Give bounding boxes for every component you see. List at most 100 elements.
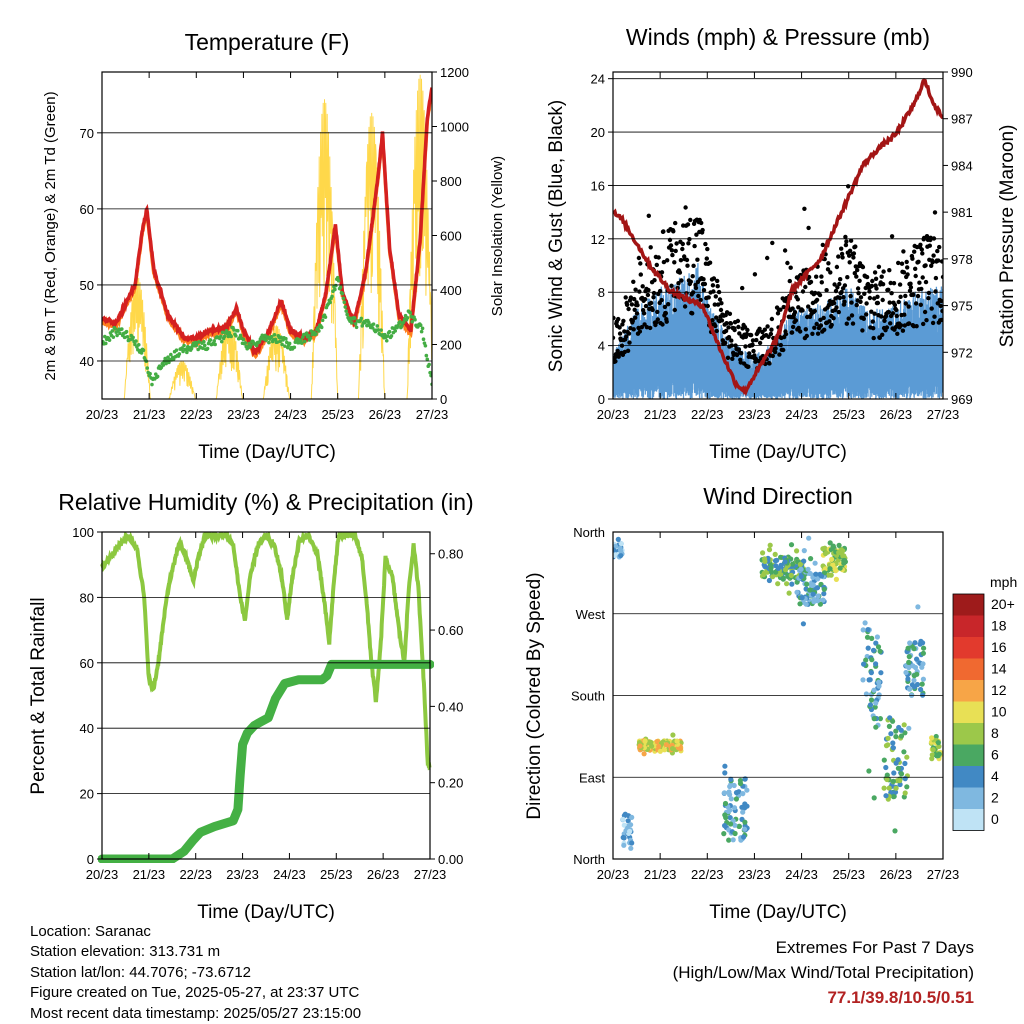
gust-point xyxy=(642,297,648,302)
gust-point xyxy=(748,332,754,338)
gust-point xyxy=(640,284,645,289)
gust-point xyxy=(920,275,925,280)
direction-point xyxy=(921,645,927,651)
gust-point xyxy=(910,256,915,261)
gust-point xyxy=(663,311,668,316)
gust-point xyxy=(688,279,693,284)
y-right-tick-label: 600 xyxy=(440,229,462,244)
gust-point xyxy=(861,316,866,321)
gust-point xyxy=(913,273,918,279)
direction-point xyxy=(778,572,784,578)
y-right-tick-label: 984 xyxy=(951,158,973,173)
direction-point xyxy=(867,677,873,683)
dewpoint-point xyxy=(254,343,259,348)
gust-point xyxy=(888,321,893,326)
gust-point xyxy=(674,241,679,246)
gust-point xyxy=(891,281,897,286)
gust-point xyxy=(820,242,825,248)
direction-point xyxy=(788,572,794,579)
dewpoint-point xyxy=(264,338,268,342)
gust-point xyxy=(643,303,649,309)
y-right-tick-label: 200 xyxy=(440,338,462,353)
gust-point xyxy=(872,296,877,301)
y-right-tick-label: 981 xyxy=(951,205,973,220)
direction-point xyxy=(905,645,911,651)
direction-point xyxy=(893,785,899,791)
direction-point xyxy=(911,684,918,690)
gust-point xyxy=(725,355,731,360)
direction-point xyxy=(901,749,907,755)
direction-point xyxy=(767,542,773,548)
dewpoint-point xyxy=(405,315,410,320)
rh-series xyxy=(100,532,432,771)
gust-point xyxy=(770,240,775,246)
dewpoint-point xyxy=(202,339,206,344)
gust-point xyxy=(683,205,688,210)
direction-point xyxy=(670,732,676,738)
gust-point xyxy=(768,331,774,337)
direction-series xyxy=(613,535,943,851)
direction-point xyxy=(830,562,836,568)
humidity-series xyxy=(98,532,434,863)
y-right-tick-label: 0 xyxy=(440,392,447,407)
direction-point xyxy=(901,722,907,728)
gust-point xyxy=(870,319,875,324)
gust-point xyxy=(875,300,881,306)
y-tick-label: 70 xyxy=(80,126,94,141)
gust-point xyxy=(812,308,817,314)
gust-point xyxy=(740,285,745,291)
y-tick-label: North xyxy=(573,525,605,540)
gust-point xyxy=(852,271,857,276)
dewpoint-point xyxy=(243,341,248,345)
gust-point xyxy=(638,272,643,277)
y-tick-label: West xyxy=(576,607,606,622)
gust-point xyxy=(894,313,899,319)
gust-point xyxy=(886,287,891,292)
direction-point xyxy=(907,640,913,646)
gust-point xyxy=(684,257,690,263)
direction-point xyxy=(873,661,879,667)
direction-point xyxy=(768,569,775,575)
direction-point xyxy=(822,566,829,572)
dewpoint-point xyxy=(182,343,186,348)
solar-series xyxy=(358,112,386,399)
temperature-series xyxy=(102,74,432,399)
y-tick-label: 4 xyxy=(598,339,605,354)
gust-point xyxy=(613,352,618,357)
dewpoint-point xyxy=(384,338,389,343)
direction-point xyxy=(773,569,779,575)
dewpoint-point xyxy=(122,335,127,340)
gust-point xyxy=(726,335,732,340)
temperature-title: Temperature (F) xyxy=(185,29,350,55)
gust-point xyxy=(617,331,623,336)
y-right-tick-label: 0.80 xyxy=(438,547,463,562)
gust-point xyxy=(904,259,909,265)
dewpoint-point xyxy=(279,335,283,340)
direction-title: Wind Direction xyxy=(703,483,853,509)
dewpoint-point xyxy=(345,312,349,317)
gust-point xyxy=(887,268,892,273)
dewpoint-point xyxy=(343,305,348,309)
legend-swatch xyxy=(953,787,984,809)
gust-point xyxy=(850,321,856,326)
direction-point xyxy=(920,676,927,682)
gust-point xyxy=(815,331,821,336)
dewpoint-point xyxy=(352,316,357,320)
gust-point xyxy=(700,227,705,233)
dewpoint-point xyxy=(103,341,108,346)
gust-point xyxy=(923,263,928,268)
x-tick-label: 22/23 xyxy=(691,867,724,882)
direction-point xyxy=(863,657,869,663)
gust-point xyxy=(620,322,625,327)
gust-point xyxy=(652,278,657,283)
direction-point xyxy=(920,650,927,656)
gust-point xyxy=(698,297,703,303)
dewpoint-point xyxy=(300,341,304,345)
x-tick-label: 27/23 xyxy=(414,867,447,882)
dewpoint-point xyxy=(341,296,346,301)
dewpoint-point xyxy=(219,339,224,344)
y-tick-label: 0 xyxy=(87,852,94,867)
gust-point xyxy=(853,244,858,249)
legend-label: 16 xyxy=(991,639,1007,655)
direction-point xyxy=(902,776,908,782)
